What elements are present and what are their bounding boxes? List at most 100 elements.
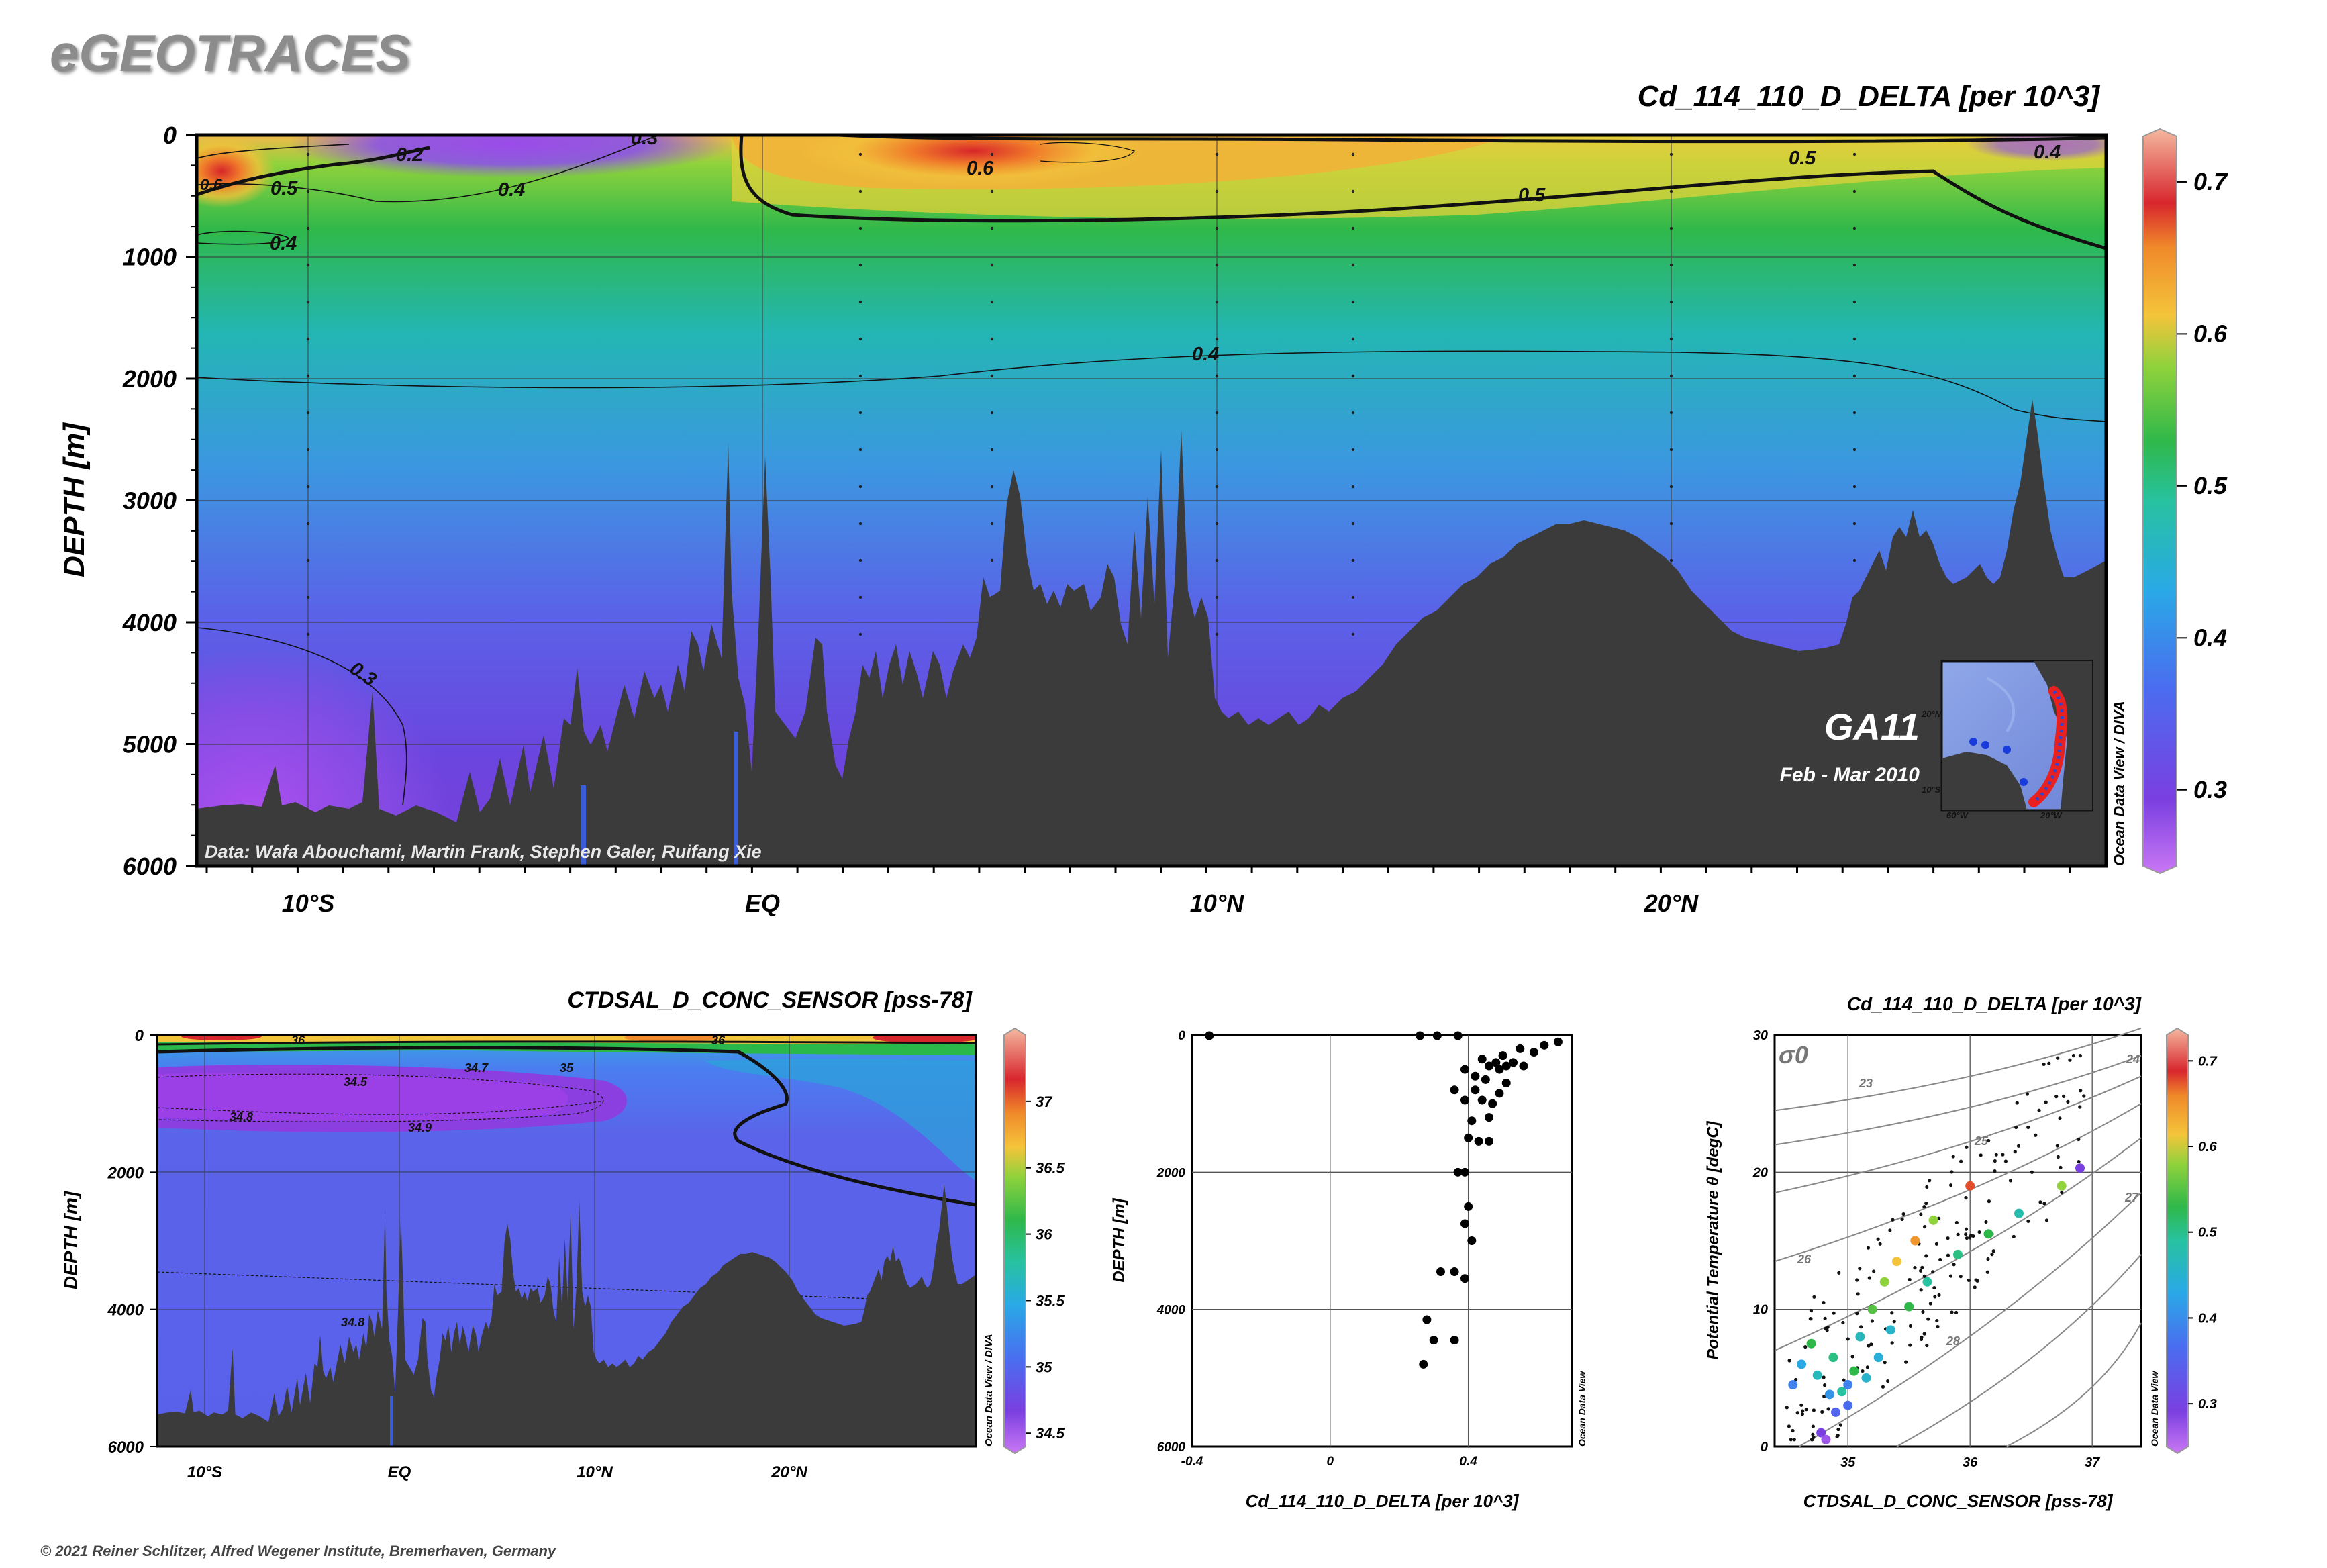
ts-sample-dot (1950, 1310, 1954, 1314)
sal-x-tick-label: 20°N (771, 1463, 807, 1481)
station-dot (1852, 226, 1856, 230)
ts-cd-point (1953, 1249, 1963, 1259)
profile-x-tick-label: 0 (1327, 1455, 1334, 1469)
ts-cd-point (1831, 1407, 1840, 1417)
main-y-tick-label: 0 (163, 121, 177, 149)
ts-sample-dot (1870, 1319, 1875, 1323)
profile-point (1467, 1236, 1477, 1245)
sal-x-tick-label: 10°S (187, 1463, 222, 1481)
ts-sample-dot (1964, 1227, 1969, 1231)
sal-colorbar-tick-label: 36 (1036, 1226, 1052, 1243)
isopycnal-label: 27 (2124, 1191, 2139, 1204)
sal-contour-label: 35 (560, 1061, 574, 1075)
ts-sample-dot (1855, 1312, 1859, 1316)
inset-lat-label: 20°N (1921, 709, 1942, 719)
cruise-label: GA11 (1824, 705, 1920, 748)
profile-point (1422, 1315, 1432, 1324)
sal-y-tick-label: 6000 (108, 1438, 144, 1457)
odv-side-label: Ocean Data View (1577, 1371, 1587, 1447)
ts-cd-point (2057, 1181, 2067, 1191)
profile-point (1540, 1040, 1549, 1050)
station-dot (990, 448, 994, 452)
profile-point (1488, 1099, 1497, 1108)
ts-sample-dot (2054, 1095, 2059, 1099)
ts-cd-point (1843, 1400, 1853, 1410)
salinity-y-axis-label: DEPTH [m] (60, 1190, 81, 1289)
main-y-tick-label: 4000 (122, 609, 177, 636)
inset-lon-label: 60°W (1946, 810, 1969, 820)
station-dot (1852, 522, 1856, 526)
ts-sample-dot (1964, 1232, 1968, 1236)
ts-sample-dot (1991, 1249, 1995, 1253)
ts-sample-dot (1866, 1246, 1871, 1250)
ts-sample-dot (1787, 1359, 1791, 1363)
ts-cd-point (1910, 1236, 1920, 1246)
main-section-plot: Cd_114_110_D_DELTA [per 10^3] (58, 80, 2228, 917)
ts-sample-dot (1993, 1159, 1997, 1163)
main-x-tick-label: EQ (745, 889, 780, 917)
ts-sample-dot (1861, 1369, 1865, 1373)
profile-point (1450, 1267, 1459, 1276)
ts-cd-point (1806, 1338, 1816, 1349)
station-dot (1669, 485, 1673, 489)
ts-sample-dot (1856, 1292, 1860, 1296)
station-dot (306, 632, 310, 636)
ts-sample-dot (1920, 1265, 1924, 1269)
profile-point (1460, 1095, 1469, 1105)
station-dot (858, 189, 862, 193)
profile-point (1481, 1075, 1490, 1084)
ts-cd-point (1885, 1325, 1895, 1335)
main-y-tick-label: 2000 (122, 365, 177, 393)
ts-sample-dot (2030, 1170, 2034, 1174)
station-dot (858, 595, 862, 599)
station-dot (858, 226, 862, 230)
colorbar-tick-label: 0.4 (2193, 624, 2227, 651)
ts-sample-dot (1787, 1424, 1791, 1428)
ts-sample-dot (1837, 1271, 1841, 1275)
ts-sample-dot (1904, 1360, 1908, 1364)
station-dot (858, 485, 862, 489)
ts-sample-dot (1792, 1438, 1796, 1442)
ts-sample-dot (1789, 1438, 1793, 1442)
station-dot (306, 595, 310, 599)
profile-point (1516, 1044, 1525, 1053)
ts-cd-point (1821, 1434, 1831, 1444)
ts-y-tick-label: 30 (1753, 1028, 1768, 1043)
ts-sample-dot (1886, 1379, 1890, 1383)
ts-sample-dot (2066, 1099, 2070, 1104)
ts-colorbar: 0.3 0.4 0.5 0.6 0.7 (2166, 1027, 2218, 1455)
profile-point (1509, 1058, 1518, 1067)
profile-point (1485, 1136, 1494, 1146)
odv-side-label: Ocean Data View / DIVA (983, 1334, 995, 1447)
main-colorbar: 0.3 0.4 0.5 0.6 0.7 (2142, 128, 2228, 875)
contour-label: 0.4 (270, 233, 297, 254)
profile-point (1474, 1136, 1483, 1146)
station-dot (306, 448, 310, 452)
station-dot (306, 152, 310, 156)
ts-sample-dot (1822, 1383, 1827, 1387)
isopycnal-line (1774, 1027, 2142, 1112)
ts-sample-dot (1993, 1169, 1997, 1173)
ts-sample-dot (1946, 1236, 1950, 1240)
ts-sample-dot (1872, 1269, 1876, 1273)
station-dot (990, 152, 994, 156)
ts-sample-dot (2059, 1165, 2063, 1169)
profile-point (1477, 1095, 1487, 1105)
station-dot (1215, 448, 1219, 452)
ts-sample-dot (1892, 1320, 1896, 1324)
ts-diagram-plot: Cd_114_110_D_DELTA [per 10^3] 23 24 25 2… (1704, 993, 2218, 1511)
station-dot (306, 522, 310, 526)
ts-sample-dot (2078, 1054, 2082, 1058)
ts-sample-dot (1823, 1316, 1827, 1320)
ts-sample-dot (2014, 1125, 2018, 1129)
ts-sample-dot (1951, 1155, 1955, 1159)
station-dot (1215, 337, 1219, 341)
profile-point (1436, 1267, 1445, 1276)
ts-y-axis-label: Potential Temperature θ [degC] (1704, 1120, 1722, 1359)
station-dot (990, 189, 994, 193)
station-dot (1351, 152, 1355, 156)
station-dot (1215, 226, 1219, 230)
profile-x-tick-label: -0.4 (1181, 1455, 1203, 1469)
ts-cd-point (1788, 1380, 1798, 1390)
